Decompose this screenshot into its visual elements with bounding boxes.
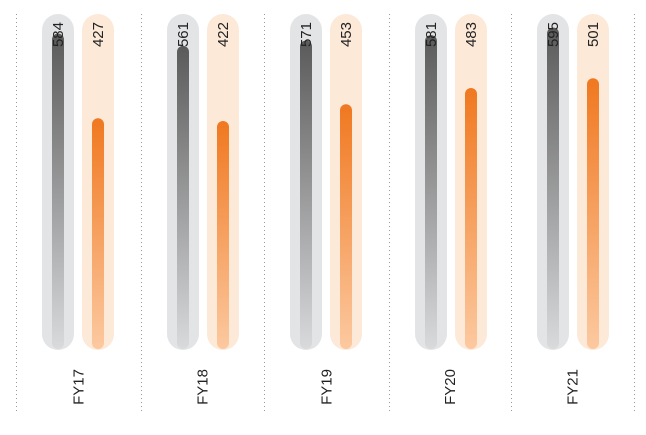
category-label: FY17 bbox=[71, 369, 88, 405]
bar bbox=[177, 45, 189, 350]
bar-tracks bbox=[42, 14, 609, 350]
value-label: 595 bbox=[545, 22, 562, 47]
category-labels: FY17 FY18 FY19 FY20 FY21 bbox=[71, 369, 582, 405]
value-label: 422 bbox=[215, 22, 232, 47]
bar bbox=[547, 27, 559, 350]
value-label: 571 bbox=[298, 22, 315, 47]
bar bbox=[587, 78, 599, 349]
bar bbox=[340, 104, 352, 349]
value-labels: 584 427 561 422 571 453 581 483 595 501 bbox=[50, 22, 602, 47]
bar bbox=[92, 118, 104, 349]
group-dividers bbox=[16, 14, 635, 414]
category-label: FY20 bbox=[442, 369, 459, 405]
value-label: 561 bbox=[175, 22, 192, 47]
value-label: 584 bbox=[50, 22, 67, 47]
value-label: 427 bbox=[90, 22, 107, 47]
bars bbox=[52, 27, 599, 350]
category-label: FY21 bbox=[565, 369, 582, 405]
value-label: 453 bbox=[338, 22, 355, 47]
bar bbox=[52, 33, 64, 350]
bar bbox=[217, 120, 229, 349]
bar bbox=[425, 35, 437, 350]
bar bbox=[465, 88, 477, 349]
value-label: 581 bbox=[423, 22, 440, 47]
bar bbox=[300, 40, 312, 350]
category-label: FY18 bbox=[195, 369, 212, 405]
value-label: 501 bbox=[585, 22, 602, 47]
category-label: FY19 bbox=[319, 369, 336, 405]
value-label: 483 bbox=[463, 22, 480, 47]
